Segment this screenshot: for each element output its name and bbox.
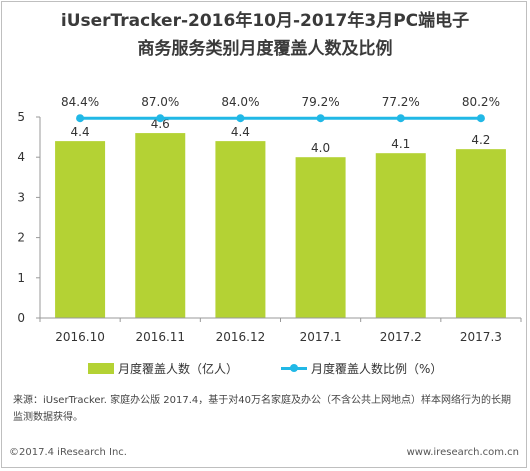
- ratio-value-label: 77.2%: [382, 95, 420, 109]
- bar-value-label: 4.4: [231, 125, 250, 139]
- bar: [215, 141, 266, 318]
- x-tick-label: 2016.11: [135, 330, 185, 344]
- ratio-point: [76, 114, 85, 123]
- legend-item-bar: 月度覆盖人数（亿人）: [88, 357, 238, 379]
- legend-item-line: 月度覆盖人数比例（%）: [281, 357, 442, 379]
- legend-bar-label: 月度覆盖人数（亿人）: [118, 361, 239, 376]
- x-tick-label: 2016.10: [55, 330, 105, 344]
- bar: [375, 153, 426, 318]
- y-tick-label: 5: [17, 110, 25, 124]
- bar-value-label: 4.2: [471, 133, 490, 147]
- y-tick-label: 1: [17, 271, 25, 285]
- chart-plot: 0 1 2 3 4 5 4.4 2016.10 4.6 2016.11 4.4 2016.12 4.0 2…: [17, 95, 522, 344]
- chart-title-line-1: iUserTracker-2016年10月-2017年3月PC端电子: [60, 11, 470, 31]
- ratio-point: [476, 114, 485, 123]
- y-tick-label: 0: [17, 311, 25, 325]
- bar: [455, 149, 506, 318]
- bar-value-label: 4.6: [151, 117, 170, 131]
- legend-line-swatch: [281, 363, 307, 374]
- bar-value-label: 4.4: [71, 125, 90, 139]
- ratio-point: [156, 114, 165, 123]
- y-tick-label: 4: [17, 150, 25, 164]
- bar: [135, 133, 186, 318]
- x-tick-label: 2017.3: [460, 330, 502, 344]
- legend-bar-swatch: [88, 362, 114, 374]
- ratio-value-label: 84.4%: [61, 95, 99, 109]
- chart-legend: 月度覆盖人数（亿人） 月度覆盖人数比例（%）: [0, 357, 530, 379]
- bar: [295, 157, 346, 318]
- bar: [55, 141, 106, 318]
- bar-value-label: 4.1: [391, 137, 410, 151]
- chart-title-line-2: 商务服务类别月度覆盖人数及比例: [137, 39, 393, 59]
- copyright-text: ©2017.4 iResearch Inc.: [9, 447, 127, 458]
- ratio-point: [236, 114, 245, 123]
- y-tick-label: 2: [17, 231, 25, 245]
- y-tick-label: 3: [17, 190, 25, 204]
- ratio-value-label: 80.2%: [462, 95, 500, 109]
- ratio-point: [316, 114, 325, 123]
- website-text: www.iresearch.com.cn: [406, 447, 519, 458]
- ratio-point: [396, 114, 405, 123]
- ratio-value-label: 87.0%: [141, 95, 179, 109]
- x-tick-label: 2016.12: [216, 330, 266, 344]
- x-tick-label: 2017.1: [300, 330, 342, 344]
- ratio-value-label: 79.2%: [302, 95, 340, 109]
- legend-line-label: 月度覆盖人数比例（%）: [311, 361, 443, 376]
- ratio-value-label: 84.0%: [221, 95, 259, 109]
- x-tick-label: 2017.2: [380, 330, 422, 344]
- bar-value-label: 4.0: [311, 141, 330, 155]
- source-note: 来源：iUserTracker. 家庭办公版 2017.4，基于对40万名家庭及…: [13, 395, 511, 423]
